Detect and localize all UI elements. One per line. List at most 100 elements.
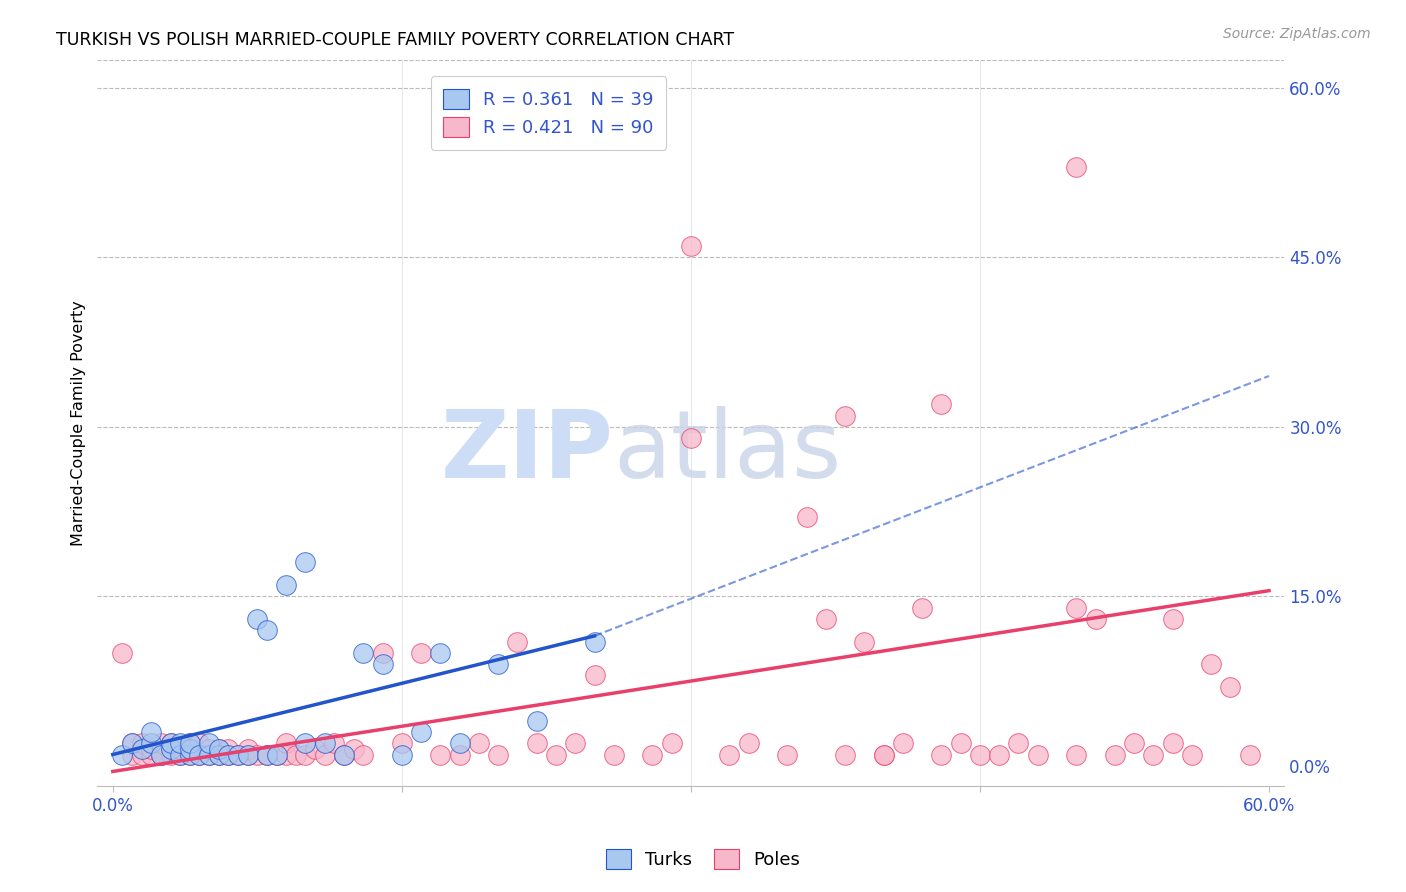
Point (949, 736, 972, 750)
Point (1199, 657, 1222, 672)
Point (179, 736, 201, 750)
Point (159, 742, 181, 756)
Point (449, 736, 471, 750)
Point (872, 747, 894, 762)
Point (179, 747, 201, 762)
Point (284, 747, 307, 762)
Point (131, 736, 153, 750)
Point (891, 736, 914, 750)
Point (449, 747, 471, 762)
Point (149, 747, 172, 762)
Point (304, 742, 326, 756)
Point (131, 747, 153, 762)
Point (486, 657, 509, 672)
Point (169, 742, 191, 756)
Point (198, 742, 221, 756)
Point (226, 747, 249, 762)
Text: ZIP: ZIP (441, 406, 614, 498)
Point (911, 600, 934, 615)
Text: TURKISH VS POLISH MARRIED-COUPLE FAMILY POVERTY CORRELATION CHART: TURKISH VS POLISH MARRIED-COUPLE FAMILY … (56, 31, 734, 49)
Point (314, 736, 336, 750)
Point (111, 646, 134, 660)
Point (256, 747, 278, 762)
Point (217, 742, 239, 756)
Point (141, 725, 163, 739)
Point (429, 747, 451, 762)
Point (1161, 612, 1184, 626)
Point (276, 736, 298, 750)
Point (1007, 736, 1029, 750)
Point (159, 747, 181, 762)
Point (343, 742, 366, 756)
Point (931, 747, 953, 762)
Point (583, 668, 606, 682)
Point (411, 725, 433, 739)
Point (188, 747, 211, 762)
Point (834, 747, 856, 762)
Point (141, 747, 163, 762)
Point (544, 747, 567, 762)
Point (159, 742, 181, 756)
Point (141, 736, 163, 750)
Point (217, 747, 239, 762)
Y-axis label: Married-Couple Family Poverty: Married-Couple Family Poverty (72, 300, 86, 546)
Point (159, 736, 181, 750)
Point (486, 747, 509, 762)
Point (1239, 747, 1261, 762)
Point (679, 239, 702, 253)
Point (506, 634, 529, 648)
Point (256, 747, 278, 762)
Point (814, 612, 837, 626)
Text: Source: ZipAtlas.com: Source: ZipAtlas.com (1223, 27, 1371, 41)
Point (411, 646, 433, 660)
Point (776, 747, 799, 762)
Point (853, 634, 876, 648)
Point (679, 431, 702, 445)
Legend: R = 0.361   N = 39, R = 0.421   N = 90: R = 0.361 N = 39, R = 0.421 N = 90 (430, 76, 666, 150)
Point (1084, 612, 1107, 626)
Point (931, 397, 953, 411)
Point (188, 736, 211, 750)
Point (208, 742, 231, 756)
Point (603, 747, 626, 762)
Point (1181, 747, 1204, 762)
Point (834, 409, 856, 423)
Point (198, 747, 221, 762)
Point (188, 747, 211, 762)
Point (226, 747, 249, 762)
Point (1219, 680, 1241, 694)
Point (371, 646, 394, 660)
Point (208, 747, 231, 762)
Legend: Turks, Poles: Turks, Poles (596, 839, 810, 879)
Point (111, 747, 134, 762)
Point (718, 747, 741, 762)
Point (1104, 747, 1126, 762)
Point (294, 556, 316, 570)
Point (564, 736, 586, 750)
Point (246, 747, 269, 762)
Point (179, 742, 201, 756)
Point (169, 747, 191, 762)
Point (149, 747, 172, 762)
Point (988, 747, 1011, 762)
Point (352, 646, 374, 660)
Point (236, 742, 259, 756)
Point (641, 747, 664, 762)
Point (266, 747, 288, 762)
Point (256, 624, 278, 638)
Point (1066, 160, 1088, 174)
Point (1161, 736, 1184, 750)
Point (314, 747, 336, 762)
Point (1123, 736, 1146, 750)
Point (208, 742, 231, 756)
Point (149, 736, 172, 750)
Point (131, 742, 153, 756)
Point (169, 747, 191, 762)
Point (169, 736, 191, 750)
Point (121, 736, 143, 750)
Point (583, 634, 606, 648)
Point (661, 736, 683, 750)
Point (371, 657, 394, 672)
Point (208, 747, 231, 762)
Point (179, 736, 201, 750)
